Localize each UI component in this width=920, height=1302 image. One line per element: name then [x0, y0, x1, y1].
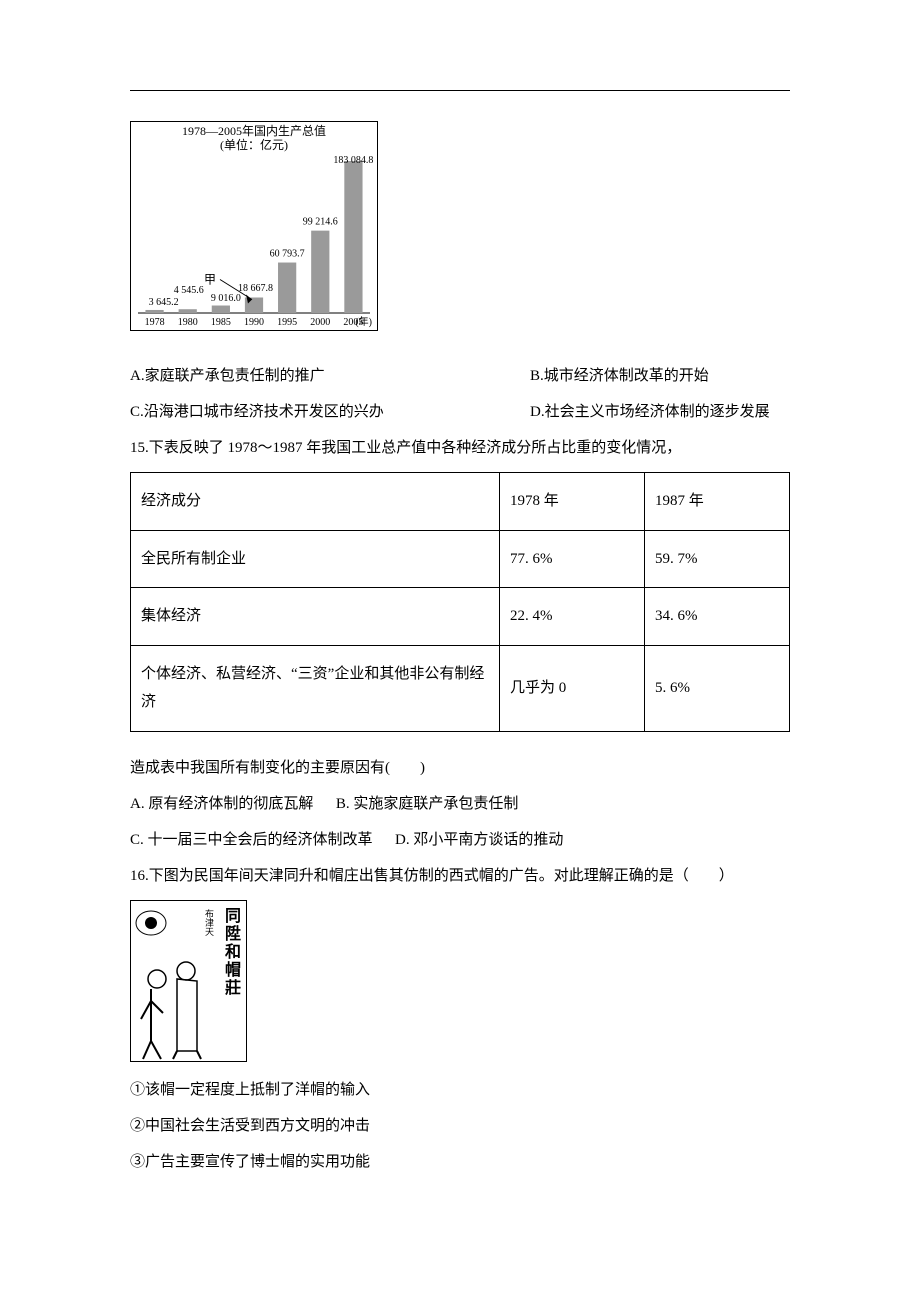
svg-text:(单位：亿元): (单位：亿元) [220, 137, 288, 152]
q16-s1: ①该帽一定程度上抵制了洋帽的输入 [130, 1072, 790, 1108]
ad-vertical-text: 同陞和帽莊 [218, 907, 242, 997]
q14-opt-b: B.城市经济体制改革的开始 [530, 358, 790, 394]
q15-opt-b: B. 实施家庭联产承包责任制 [336, 796, 519, 812]
svg-text:甲: 甲 [204, 273, 216, 287]
table-row: 个体经济、私营经济、“三资”企业和其他非公有制经济 几乎为 0 5. 6% [131, 645, 790, 731]
table-cell: 34. 6% [645, 588, 790, 646]
svg-text:1990: 1990 [244, 317, 264, 328]
svg-text:9 016.0: 9 016.0 [211, 293, 241, 304]
table-cell: 个体经济、私营经济、“三资”企业和其他非公有制经济 [131, 645, 500, 731]
svg-text:1980: 1980 [178, 317, 198, 328]
svg-text:4 545.6: 4 545.6 [174, 285, 204, 296]
ad-small-text: 布津天 [203, 909, 216, 936]
table-cell: 1978 年 [500, 473, 645, 531]
svg-text:1985: 1985 [211, 317, 231, 328]
gdp-chart: 1978—2005年国内生产总值(单位：亿元) 1978 1980 1985 1990 1… [130, 121, 790, 340]
table-cell: 59. 7% [645, 530, 790, 588]
svg-text:1995: 1995 [277, 317, 297, 328]
table-cell: 几乎为 0 [500, 645, 645, 731]
table-cell: 77. 6% [500, 530, 645, 588]
table-row: 集体经济 22. 4% 34. 6% [131, 588, 790, 646]
q14-opt-c: C.沿海港口城市经济技术开发区的兴办 [130, 394, 530, 430]
svg-text:1978—2005年国内生产总值: 1978—2005年国内生产总值 [182, 123, 326, 138]
q16-s3: ③广告主要宣传了博士帽的实用功能 [130, 1144, 790, 1180]
q14-opt-d: D.社会主义市场经济体制的逐步发展 [530, 394, 790, 430]
table-row: 全民所有制企业 77. 6% 59. 7% [131, 530, 790, 588]
svg-text:60 793.7: 60 793.7 [270, 249, 305, 260]
svg-text:99 214.6: 99 214.6 [303, 217, 338, 228]
q15-opt-a: A. 原有经济体制的彻底瓦解 [130, 796, 313, 812]
q14-opt-a: A.家庭联产承包责任制的推广 [130, 358, 530, 394]
svg-text:3 645.2: 3 645.2 [149, 297, 179, 308]
table-cell: 5. 6% [645, 645, 790, 731]
q15-table: 经济成分 1978 年 1987 年 全民所有制企业 77. 6% 59. 7%… [130, 472, 790, 732]
q16-s2: ②中国社会生活受到西方文明的冲击 [130, 1108, 790, 1144]
table-cell: 1987 年 [645, 473, 790, 531]
q15-opt-c: C. 十一届三中全会后的经济体制改革 [130, 832, 373, 848]
svg-text:18 667.8: 18 667.8 [238, 283, 273, 294]
table-cell: 全民所有制企业 [131, 530, 500, 588]
table-cell: 22. 4% [500, 588, 645, 646]
table-cell: 经济成分 [131, 473, 500, 531]
q16-stem: 16.下图为民国年间天津同升和帽庄出售其仿制的西式帽的广告。对此理解正确的是（ … [130, 858, 790, 894]
svg-text:(年): (年) [355, 315, 372, 328]
table-cell: 集体经济 [131, 588, 500, 646]
svg-text:1978: 1978 [145, 317, 165, 328]
q15-opt-d: D. 邓小平南方谈话的推动 [395, 832, 563, 848]
q16-ad-image: 布津天 同陞和帽莊 [130, 900, 247, 1062]
table-row: 经济成分 1978 年 1987 年 [131, 473, 790, 531]
q15-stem: 15.下表反映了 1978～1987 年我国工业总产值中各种经济成分所占比重的变… [130, 430, 790, 466]
svg-text:2000: 2000 [310, 317, 330, 328]
svg-text:183 084.8: 183 084.8 [333, 155, 373, 166]
q15-tail: 造成表中我国所有制变化的主要原因有( ) [130, 750, 790, 786]
